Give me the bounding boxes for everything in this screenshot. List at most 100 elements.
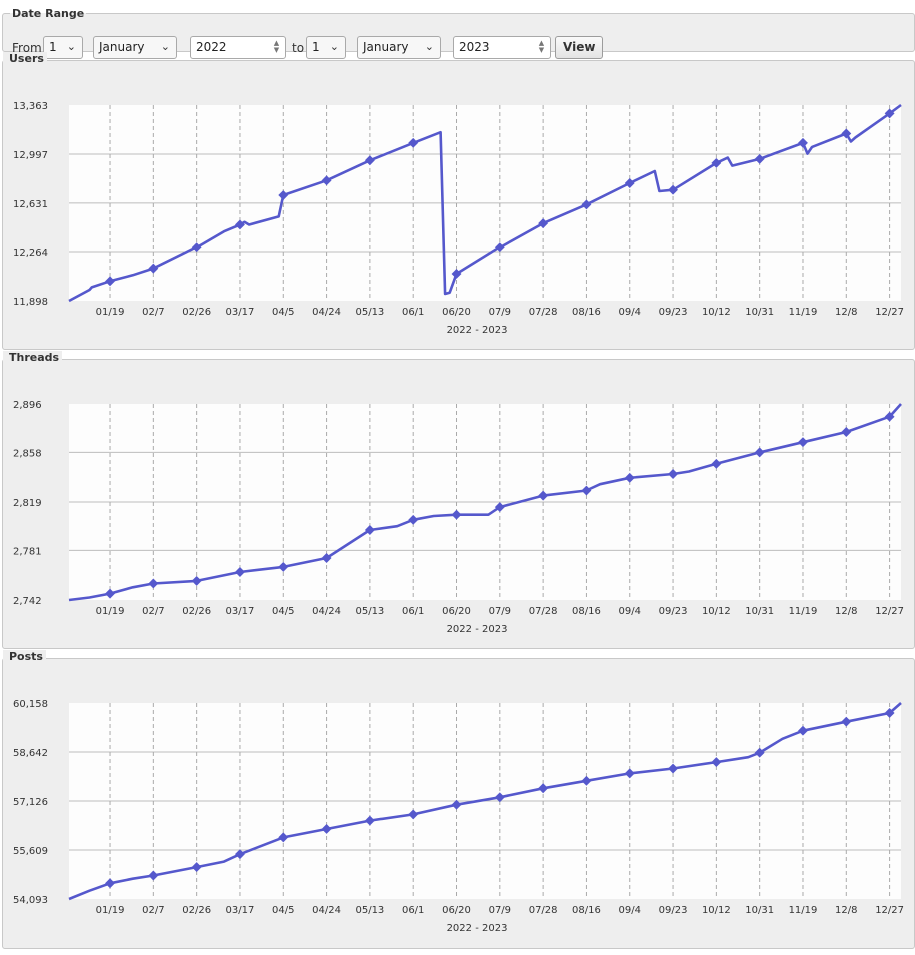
y-tick-label: 12,997 — [13, 150, 48, 161]
x-tick-label: 04/5 — [272, 905, 294, 916]
users-data-point[interactable] — [451, 269, 462, 279]
spinner-icon[interactable]: ▲ ▼ — [538, 39, 545, 54]
x-tick-label: 10/12 — [702, 307, 731, 318]
x-tick-label: 05/13 — [355, 905, 384, 916]
date-range-panel: Date Range From 1 ⌄ January ⌄ 2022 ▲ ▼ to… — [2, 7, 915, 59]
threads-data-point[interactable] — [321, 553, 332, 563]
to-label: to — [292, 41, 305, 55]
from-year-input[interactable]: 2022 ▲ ▼ — [190, 36, 286, 59]
users-data-point[interactable] — [364, 155, 375, 166]
threads-data-point[interactable] — [884, 411, 895, 422]
users-data-point[interactable] — [884, 108, 895, 119]
posts-data-point[interactable] — [191, 862, 202, 873]
threads-legend: Threads — [3, 351, 63, 364]
users-data-point[interactable] — [841, 128, 852, 139]
x-tick-label: 02/7 — [142, 606, 164, 617]
spinner-icon[interactable]: ▲ ▼ — [273, 39, 280, 54]
posts-data-point[interactable] — [581, 775, 592, 786]
x-tick-label: 12/8 — [835, 606, 857, 617]
y-tick-label: 54,093 — [13, 895, 48, 906]
users-data-point[interactable] — [624, 178, 635, 188]
from-day-select[interactable]: 1 ⌄ — [43, 36, 83, 59]
users-legend: Users — [3, 52, 47, 65]
threads-chart: 2,742 2,781 2,819 2,858 2,896 01/19 02/7 02/26 0… — [13, 400, 904, 635]
posts-data-point[interactable] — [148, 870, 159, 881]
x-tick-label: 12/8 — [835, 307, 857, 318]
x-tick-label: 07/28 — [529, 905, 558, 916]
threads-data-point[interactable] — [711, 458, 722, 469]
x-tick-label: 06/1 — [402, 905, 424, 916]
x-tick-label: 07/9 — [489, 905, 511, 916]
users-data-point[interactable] — [235, 219, 245, 230]
x-tick-label: 05/13 — [355, 606, 384, 617]
posts-data-point[interactable] — [364, 815, 375, 826]
x-tick-label: 09/23 — [659, 307, 688, 318]
users-data-point[interactable] — [278, 190, 289, 200]
x-axis-label: 2022 - 2023 — [447, 624, 508, 635]
from-month-select[interactable]: January ⌄ — [93, 36, 177, 59]
y-tick-label: 2,858 — [13, 448, 42, 459]
users-data-point[interactable] — [798, 137, 808, 148]
x-tick-label: 09/4 — [619, 905, 641, 916]
users-data-point[interactable] — [754, 153, 765, 164]
threads-data-point[interactable] — [754, 447, 765, 458]
x-tick-label: 12/27 — [875, 606, 904, 617]
to-month-select[interactable]: January ⌄ — [357, 36, 441, 59]
threads-data-point[interactable] — [581, 485, 592, 496]
users-chart: 11,898 12,264 12,631 12,997 13,363 01/19 02/7 0… — [13, 101, 904, 336]
threads-data-point[interactable] — [841, 427, 852, 437]
posts-panel: Posts 54,093 55,609 57,126 58,642 60,158 01/1… — [2, 650, 915, 949]
posts-data-point[interactable] — [841, 716, 852, 727]
users-data-point[interactable] — [581, 199, 592, 210]
x-tick-label: 04/24 — [312, 606, 341, 617]
x-tick-label: 10/12 — [702, 606, 731, 617]
x-axis-label: 2022 - 2023 — [447, 923, 508, 934]
threads-data-point[interactable] — [191, 575, 202, 586]
x-tick-label: 02/26 — [182, 905, 211, 916]
threads-data-point[interactable] — [624, 472, 635, 483]
threads-data-point[interactable] — [798, 437, 808, 448]
x-tick-label: 04/24 — [312, 307, 341, 318]
x-tick-label: 08/16 — [572, 905, 601, 916]
posts-data-point[interactable] — [668, 763, 679, 774]
from-year-value: 2022 — [196, 40, 227, 54]
users-data-point[interactable] — [538, 218, 549, 229]
posts-data-point[interactable] — [711, 757, 722, 768]
x-tick-label: 11/19 — [789, 606, 818, 617]
x-tick-label: 11/19 — [789, 307, 818, 318]
posts-series-line — [68, 702, 902, 901]
to-day-select[interactable]: 1 ⌄ — [306, 36, 346, 59]
x-axis-label: 2022 - 2023 — [447, 325, 508, 336]
from-day-value: 1 — [49, 40, 57, 54]
threads-data-point[interactable] — [538, 490, 549, 501]
threads-data-point[interactable] — [364, 525, 375, 535]
posts-data-point[interactable] — [754, 747, 765, 758]
x-tick-label: 09/4 — [619, 307, 641, 318]
y-tick-label: 13,363 — [13, 101, 48, 112]
users-data-point[interactable] — [191, 242, 202, 253]
chevron-down-icon: ⌄ — [160, 40, 170, 53]
threads-data-point[interactable] — [668, 469, 679, 479]
threads-data-point[interactable] — [235, 567, 245, 577]
users-data-point[interactable] — [711, 157, 722, 168]
posts-data-point[interactable] — [538, 783, 549, 794]
posts-data-point[interactable] — [798, 725, 808, 736]
users-data-point[interactable] — [494, 242, 505, 253]
date-range-legend: Date Range — [12, 7, 85, 20]
posts-chart: 54,093 55,609 57,126 58,642 60,158 01/19 02/7 0… — [13, 699, 904, 934]
x-tick-label: 08/16 — [572, 606, 601, 617]
users-data-point[interactable] — [148, 263, 159, 274]
y-tick-label: 12,264 — [13, 248, 48, 259]
posts-data-point[interactable] — [235, 849, 245, 860]
to-month-value: January — [363, 40, 409, 54]
view-button[interactable]: View — [555, 36, 604, 59]
x-tick-label: 09/23 — [659, 905, 688, 916]
y-tick-label: 2,742 — [13, 596, 42, 607]
y-tick-label: 12,631 — [13, 199, 48, 210]
to-year-input[interactable]: 2023 ▲ ▼ — [453, 36, 551, 59]
posts-data-point[interactable] — [624, 768, 635, 779]
users-data-point[interactable] — [668, 184, 679, 195]
users-panel: Users 11,898 12,264 12,631 12,997 13,363 01/1… — [2, 52, 915, 350]
x-tick-label: 09/23 — [659, 606, 688, 617]
threads-data-point[interactable] — [408, 514, 419, 525]
